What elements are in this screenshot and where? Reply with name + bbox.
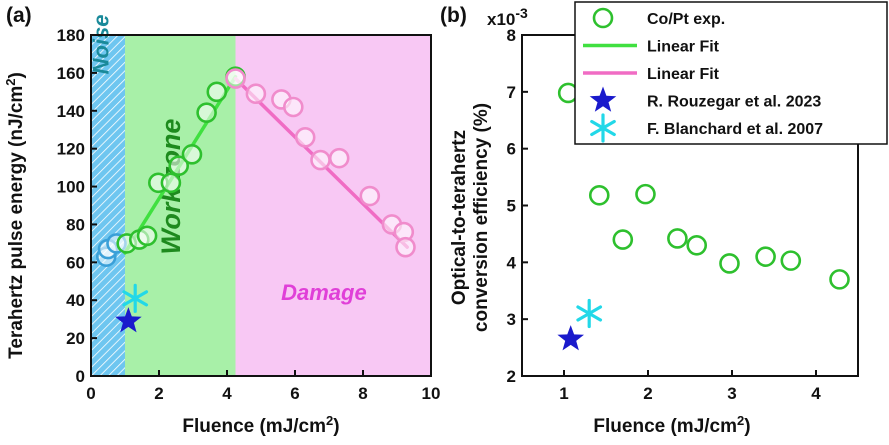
panel-a-x-tick-label: 8 (358, 384, 367, 403)
panel-b-x-tick-label: 1 (559, 384, 568, 403)
panel-b-point-circle (755, 246, 776, 267)
panel-a-y-tick-label: 40 (66, 291, 85, 310)
legend-entry-label: R. Rouzegar et al. 2023 (647, 94, 821, 111)
panel-a-x-tick-label: 10 (422, 384, 441, 403)
panel-a-point-circle (282, 96, 304, 118)
panel-a-point-circle (395, 236, 416, 258)
panel-a-y-tick-label: 120 (57, 140, 85, 159)
panel-b-label: (b) (440, 4, 467, 27)
legend-entry-label: Linear Fit (647, 39, 720, 56)
panel-a-point-asterisk-stroke-2 (122, 290, 149, 307)
region-noise (91, 35, 125, 376)
legend-circle-swatch (592, 7, 614, 29)
panel-b-y-tick-label: 8 (507, 26, 516, 45)
panel-a-point-circle (294, 127, 316, 148)
panel-b-point-circle (612, 229, 634, 250)
legend-asterisk-swatch (590, 113, 616, 143)
panel-b-point-circle (829, 269, 850, 290)
legend: Co/Pt exp. Linear Fit Linear Fit R. Rouzega… (574, 1, 888, 145)
panel-a-y-tick-label: 20 (66, 329, 85, 348)
panel-b-point-star (557, 325, 584, 351)
panel-b-y-tick-label: 7 (507, 83, 516, 102)
panel-b-y-axis-label-line2: conversion efficiency (%) (471, 103, 492, 332)
panel-a-point-circle (168, 155, 190, 177)
panel-a-y-tick-label: 160 (57, 64, 85, 83)
panel-b-point-asterisk (576, 298, 603, 329)
panel-a-x-tick-label: 0 (86, 384, 95, 403)
legend-entry-label: Linear Fit (647, 66, 720, 83)
panel-b-x-tick-label: 2 (643, 384, 652, 403)
panel-a-point-circle (225, 68, 246, 89)
legend-asterisk-swatch-stroke-2 (590, 119, 616, 137)
legend-star-swatch (589, 86, 617, 112)
panel-a-y-tick-label: 140 (57, 102, 85, 121)
panel-b-y-tick-label: 5 (507, 197, 516, 216)
panel-b-point-asterisk-stroke-2 (576, 305, 603, 322)
panel-b-point-circle (780, 250, 802, 271)
panel-a-point-circle (160, 172, 182, 194)
panel-b-point-circle (635, 183, 656, 205)
panel-b-y-multiplier: x10-3 (487, 5, 528, 29)
panel-a-x-tick-label: 2 (154, 384, 163, 403)
panel-b-point-circle (719, 253, 740, 274)
panel-a-point-circle (359, 185, 381, 207)
panel-b-point-circle (667, 228, 688, 249)
zone-label-noise: Noise (89, 15, 114, 75)
panel-a-y-axis-label: Terahertz pulse energy (nJ/cm2) (3, 72, 27, 359)
panel-a-x-axis-label: Fluence (mJ/cm2) (182, 413, 339, 437)
panel-b-y-tick-label: 3 (507, 310, 516, 329)
panel-a-point-circle (328, 147, 350, 169)
zone-label-damage: Damage (281, 280, 367, 305)
panel-a-y-tick-label: 100 (57, 178, 85, 197)
panel-b-y-tick-label: 4 (507, 253, 517, 272)
legend-entry-label: Co/Pt exp. (647, 11, 725, 28)
panel-a-point-circle (181, 144, 203, 165)
panel-a-y-tick-label: 180 (57, 26, 85, 45)
panel-b-point-circle (686, 234, 708, 256)
panel-a-x-tick-label: 4 (222, 384, 232, 403)
panel-a-y-tick-label: 0 (76, 367, 85, 386)
panel-a-point-asterisk (122, 283, 149, 313)
panel-a-point-circle (196, 102, 217, 123)
panel-a-point-circle (310, 149, 331, 171)
panel-a-point-circle (245, 83, 267, 105)
legend-entry-label: F. Blanchard et al. 2007 (647, 121, 823, 138)
panel-a-x-tick-label: 6 (290, 384, 299, 403)
panel-a-y-tick-label: 60 (66, 253, 85, 272)
panel-b-x-tick-label: 3 (727, 384, 736, 403)
panel-b-x-tick-label: 4 (811, 384, 821, 403)
panel-a-point-circle (206, 81, 228, 103)
panel-a-y-tick-label: 80 (66, 215, 85, 234)
panel-a-point-star (115, 307, 142, 333)
panel-b-y-tick-label: 2 (507, 367, 516, 386)
panel-a-frame (90, 34, 432, 377)
panel-a-label: (a) (6, 4, 32, 27)
panel-b-point-circle (588, 184, 610, 206)
panel-b: 1 2 3 4 2 3 4 5 6 7 8 (b) x10-3 Fluence (mJ/cm2) O… (440, 4, 859, 437)
panel-b-y-axis-label-line1: Optical-to-terahertz (449, 130, 470, 305)
panel-b-x-axis-label: Fluence (mJ/cm2) (593, 413, 750, 437)
region-damage (235, 35, 431, 376)
panel-a-point-circle (136, 225, 158, 247)
panel-b-y-tick-label: 6 (507, 140, 516, 159)
